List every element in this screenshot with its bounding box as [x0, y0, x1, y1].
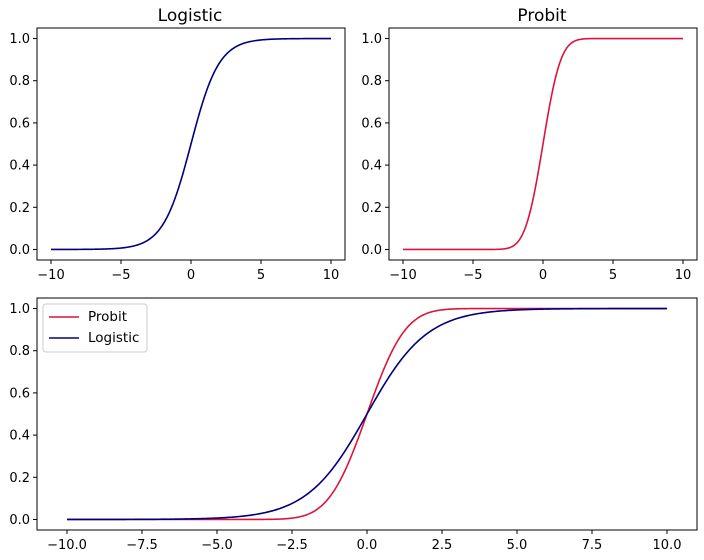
y-tick-label: 1.0 [9, 302, 30, 317]
y-tick-label: 0.6 [9, 116, 30, 131]
series-line-probit [403, 37, 683, 251]
logistic-title: Logistic [158, 6, 223, 26]
series-line-logistic [51, 37, 331, 251]
comparison-panel: −10.0 −7.5 −5.0 −2.5 0.0 2.5 5.0 7.5 10.0 0.0 0.2 0… [9, 297, 698, 553]
y-tick-label: 0.4 [9, 429, 30, 444]
legend-label-probit: Probit [88, 309, 127, 325]
x-tick-label: −5 [463, 268, 482, 283]
x-tick-label: −5 [111, 268, 130, 283]
y-tick-label: 0.8 [361, 74, 382, 89]
x-tick-label: −10 [37, 268, 64, 283]
x-tick-label: 7.5 [582, 538, 603, 553]
y-tick-label: 0.6 [361, 116, 382, 131]
legend: Probit Logistic [42, 303, 148, 353]
legend-frame [42, 303, 148, 353]
x-tick-label: −2.5 [276, 538, 308, 553]
y-tick-label: 0.0 [9, 513, 30, 528]
y-tick-label: 0.8 [9, 344, 30, 359]
series-line-logistic [67, 307, 667, 521]
y-tick-label: 0.2 [9, 471, 30, 486]
x-tick-label: 0 [539, 268, 547, 283]
x-tick-label: −5.0 [201, 538, 233, 553]
y-tick-label: 0.4 [361, 159, 382, 174]
y-tick-label: 1.0 [361, 32, 382, 47]
y-tick-label: 0.4 [9, 159, 30, 174]
x-tick-label: 0 [187, 268, 195, 283]
x-tick-label: −10.0 [47, 538, 87, 553]
probit-panel: Probit −10 −5 0 5 10 0.0 0.2 0.4 0.6 0.8 1.0 [361, 6, 698, 283]
x-tick-label: 5.0 [507, 538, 528, 553]
y-tick-label: 1.0 [9, 32, 30, 47]
x-tick-label: 2.5 [432, 538, 453, 553]
y-tick-label: 0.6 [9, 386, 30, 401]
x-tick-label: 5 [609, 268, 617, 283]
probit-title: Probit [517, 6, 566, 26]
y-tick-label: 0.0 [361, 243, 382, 258]
x-tick-label: −10 [389, 268, 416, 283]
x-tick-label: 10.0 [653, 538, 682, 553]
y-tick-label: 0.8 [9, 74, 30, 89]
x-tick-label: 10 [323, 268, 340, 283]
y-tick-label: 0.2 [9, 201, 30, 216]
y-tick-label: 0.0 [9, 243, 30, 258]
logistic-panel: Logistic −10 −5 0 5 10 0.0 0.2 0.4 0.6 0.8 1.0 [9, 6, 346, 283]
y-tick-label: 0.2 [361, 201, 382, 216]
legend-label-logistic: Logistic [88, 330, 139, 346]
x-tick-label: 5 [257, 268, 265, 283]
x-tick-label: 0.0 [357, 538, 378, 553]
x-tick-label: 10 [675, 268, 692, 283]
x-tick-label: −7.5 [126, 538, 158, 553]
